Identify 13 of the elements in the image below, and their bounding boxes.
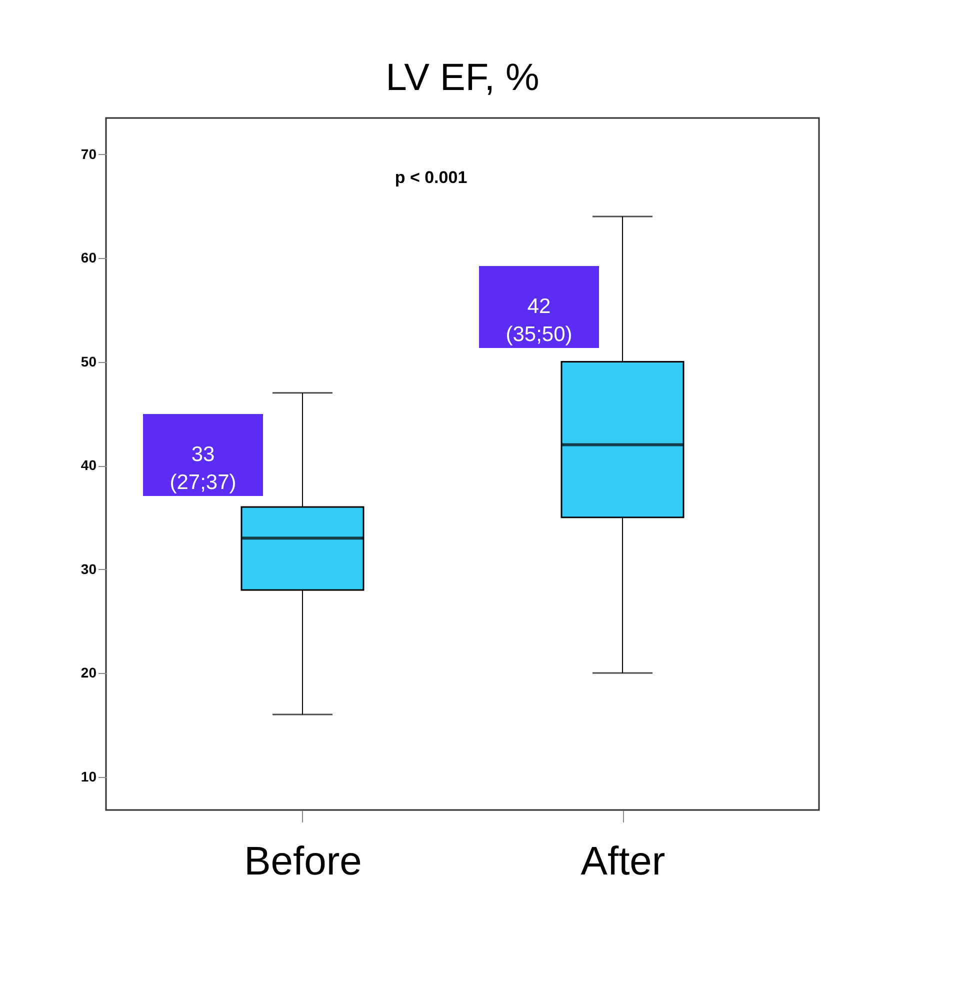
y-tick-label: 30 <box>80 560 97 577</box>
y-tick-label: 10 <box>80 768 97 784</box>
y-tick-label: 20 <box>80 664 97 681</box>
x-tick-label: After <box>580 840 666 884</box>
chart-title: LV EF, % <box>386 57 540 99</box>
x-tick-label: Before <box>244 840 362 884</box>
y-tick-label: 70 <box>80 146 97 162</box>
annotation: p < 0.001 <box>394 168 468 187</box>
y-tick-label: 60 <box>80 250 97 266</box>
annotation: 42 (35;50) <box>506 295 572 346</box>
y-tick-label: 40 <box>80 457 97 474</box>
y-tick-label: 50 <box>80 353 97 370</box>
annotation: 33 (27;37) <box>170 443 236 494</box>
